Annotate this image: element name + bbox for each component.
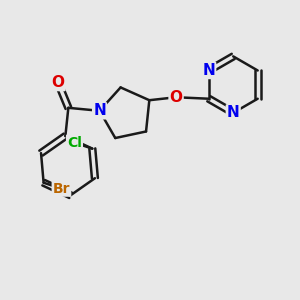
Text: O: O (51, 75, 64, 90)
Text: Br: Br (53, 182, 70, 196)
Text: N: N (93, 103, 106, 118)
Text: N: N (202, 63, 215, 78)
Text: N: N (227, 105, 240, 120)
Text: O: O (169, 90, 183, 105)
Text: Cl: Cl (67, 136, 82, 150)
